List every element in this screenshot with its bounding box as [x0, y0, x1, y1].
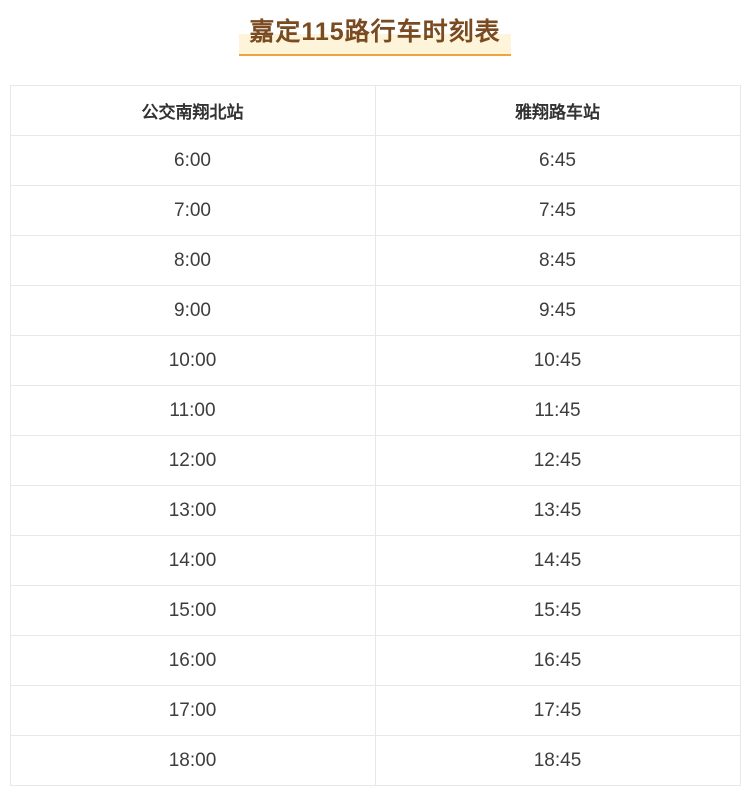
time-cell: 6:00 — [9, 135, 376, 186]
time-cell: 10:00 — [9, 335, 376, 386]
time-cell: 13:45 — [374, 485, 741, 536]
header-row: 公交南翔北站 雅翔路车站 — [9, 85, 741, 136]
time-cell: 15:45 — [374, 585, 741, 636]
table-row: 13:00 13:45 — [9, 485, 741, 536]
time-cell: 8:00 — [9, 235, 376, 286]
time-cell: 9:00 — [9, 285, 376, 336]
page-title: 嘉定115路行车时刻表 — [239, 17, 511, 56]
time-cell: 16:00 — [9, 635, 376, 686]
time-cell: 12:00 — [9, 435, 376, 486]
time-cell: 17:45 — [374, 685, 741, 736]
table-row: 12:00 12:45 — [9, 435, 741, 486]
time-cell: 18:00 — [9, 735, 376, 786]
time-cell: 13:00 — [9, 485, 376, 536]
table-row: 9:00 9:45 — [9, 285, 741, 336]
table-row: 14:00 14:45 — [9, 535, 741, 586]
time-cell: 17:00 — [9, 685, 376, 736]
column-header-departure-station: 公交南翔北站 — [9, 85, 376, 136]
time-cell: 15:00 — [9, 585, 376, 636]
time-cell: 14:45 — [374, 535, 741, 586]
time-cell: 11:45 — [374, 385, 741, 436]
table-row: 10:00 10:45 — [9, 335, 741, 386]
time-cell: 6:45 — [374, 135, 741, 186]
time-cell: 7:00 — [9, 185, 376, 236]
time-cell: 12:45 — [374, 435, 741, 486]
title-area: 嘉定115路行车时刻表 — [0, 0, 750, 85]
table-row: 15:00 15:45 — [9, 585, 741, 636]
time-cell: 11:00 — [9, 385, 376, 436]
table-row: 6:00 6:45 — [9, 135, 741, 186]
time-cell: 7:45 — [374, 185, 741, 236]
column-header-arrival-station: 雅翔路车站 — [374, 85, 741, 136]
time-cell: 9:45 — [374, 285, 741, 336]
time-cell: 18:45 — [374, 735, 741, 786]
timetable-head: 公交南翔北站 雅翔路车站 — [9, 85, 741, 136]
time-cell: 8:45 — [374, 235, 741, 286]
timetable-body: 6:00 6:45 7:00 7:45 8:00 8:45 9:00 9:45 10:00 10:… — [9, 135, 741, 786]
bus-timetable: 公交南翔北站 雅翔路车站 6:00 6:45 7:00 7:45 8:00 8:45 9:0… — [9, 85, 741, 786]
table-row: 16:00 16:45 — [9, 635, 741, 686]
table-row: 8:00 8:45 — [9, 235, 741, 286]
table-row: 18:00 18:45 — [9, 735, 741, 786]
time-cell: 10:45 — [374, 335, 741, 386]
time-cell: 14:00 — [9, 535, 376, 586]
table-row: 17:00 17:45 — [9, 685, 741, 736]
table-row: 11:00 11:45 — [9, 385, 741, 436]
time-cell: 16:45 — [374, 635, 741, 686]
table-row: 7:00 7:45 — [9, 185, 741, 236]
